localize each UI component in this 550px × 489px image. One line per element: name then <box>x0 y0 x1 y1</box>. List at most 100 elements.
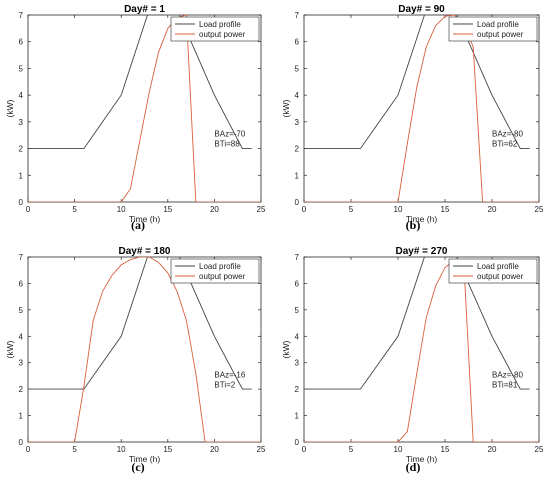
y-tick-label: 5 <box>19 64 24 73</box>
series-line-output-power <box>304 15 539 202</box>
legend-label: Load profile <box>477 262 519 271</box>
x-tick-label: 0 <box>26 445 31 454</box>
legend-label: output power <box>477 30 524 39</box>
y-tick-label: 3 <box>19 118 24 127</box>
y-axis-label: (kW) <box>281 340 291 358</box>
x-tick-label: 20 <box>210 205 219 214</box>
series-line-load-profile <box>304 15 530 150</box>
y-tick-label: 7 <box>295 11 300 20</box>
plot-area <box>303 14 540 203</box>
annotation-text: BAz=-16 <box>214 370 245 379</box>
x-tick-label: 25 <box>257 445 266 454</box>
legend-label: Load profile <box>199 20 241 29</box>
y-tick-label: 6 <box>295 279 300 288</box>
x-tick-label: 25 <box>535 445 544 454</box>
legend-box <box>170 16 260 42</box>
y-tick-label: 2 <box>19 145 24 154</box>
x-tick-label: 25 <box>257 205 266 214</box>
y-tick-label: 6 <box>19 279 24 288</box>
y-tick-label: 0 <box>19 438 24 447</box>
y-tick-label: 2 <box>295 385 300 394</box>
y-tick-label: 2 <box>19 385 24 394</box>
subfigure-label: (a) <box>131 218 145 232</box>
x-axis-label: Time (h) <box>406 214 437 224</box>
legend-label: output power <box>199 272 246 281</box>
y-axis-label: (kW) <box>5 340 15 358</box>
legend-label: Load profile <box>477 20 519 29</box>
y-tick-label: 0 <box>295 198 300 207</box>
y-tick-label: 4 <box>295 91 300 100</box>
y-tick-label: 1 <box>19 171 24 180</box>
x-axis-label: Time (h) <box>129 454 160 464</box>
y-tick-label: 4 <box>295 332 300 341</box>
subfigure-label: (b) <box>406 218 421 232</box>
y-tick-label: 5 <box>295 306 300 315</box>
legend-box <box>448 16 538 42</box>
x-tick-label: 10 <box>394 445 403 454</box>
y-tick-label: 4 <box>19 91 24 100</box>
y-tick-label: 0 <box>19 198 24 207</box>
annotation-text: BTi=62 <box>492 140 518 149</box>
x-tick-label: 0 <box>302 445 307 454</box>
x-tick-label: 15 <box>441 445 450 454</box>
series-line-output-power <box>304 259 539 442</box>
plot-area <box>27 256 262 443</box>
y-tick-label: 1 <box>295 171 300 180</box>
annotation-text: BAz=-80 <box>492 130 523 139</box>
legend-label: output power <box>477 272 524 281</box>
x-tick-label: 10 <box>117 445 126 454</box>
y-tick-label: 2 <box>295 145 300 154</box>
y-tick-label: 3 <box>295 359 300 368</box>
plot-area <box>303 256 540 443</box>
annotation-text: BTi=2 <box>214 380 235 389</box>
y-tick-label: 1 <box>295 412 300 421</box>
x-tick-label: 20 <box>210 445 219 454</box>
y-tick-label: 6 <box>19 38 24 47</box>
annotation-text: BTi=81 <box>492 380 518 389</box>
legend-label: Load profile <box>199 262 241 271</box>
y-tick-label: 7 <box>19 253 24 262</box>
x-tick-label: 0 <box>26 205 31 214</box>
legend-box <box>448 258 538 284</box>
legend-box <box>170 258 260 284</box>
series-line-load-profile <box>304 257 530 390</box>
plot-area <box>27 14 262 203</box>
x-axis-label: Time (h) <box>406 454 437 464</box>
chart-title: Day# = 270 <box>396 246 448 257</box>
y-tick-label: 0 <box>295 438 300 447</box>
annotation-text: BAz=-70 <box>214 130 245 139</box>
subfigure-label: (d) <box>406 460 421 474</box>
x-tick-label: 15 <box>441 205 450 214</box>
chart-title: Day# = 1 <box>124 4 165 15</box>
legend-label: output power <box>199 30 246 39</box>
x-tick-label: 10 <box>394 205 403 214</box>
y-tick-label: 7 <box>295 253 300 262</box>
x-tick-label: 20 <box>488 445 497 454</box>
x-tick-label: 25 <box>535 205 544 214</box>
annotation-text: BAz=-80 <box>492 370 523 379</box>
y-tick-label: 6 <box>295 38 300 47</box>
y-tick-label: 3 <box>295 118 300 127</box>
y-tick-label: 5 <box>295 64 300 73</box>
x-tick-label: 5 <box>72 205 77 214</box>
series-line-load-profile <box>28 15 252 150</box>
x-axis-label: Time (h) <box>129 214 160 224</box>
y-axis-label: (kW) <box>281 99 291 117</box>
chart-title: Day# = 180 <box>119 246 171 257</box>
x-tick-label: 0 <box>302 205 307 214</box>
chart-title: Day# = 90 <box>398 4 445 15</box>
x-tick-label: 15 <box>163 205 172 214</box>
x-tick-label: 5 <box>349 445 354 454</box>
series-line-output-power <box>28 15 261 202</box>
y-tick-label: 1 <box>19 412 24 421</box>
subfigure-label: (c) <box>131 460 144 474</box>
y-tick-label: 3 <box>19 359 24 368</box>
